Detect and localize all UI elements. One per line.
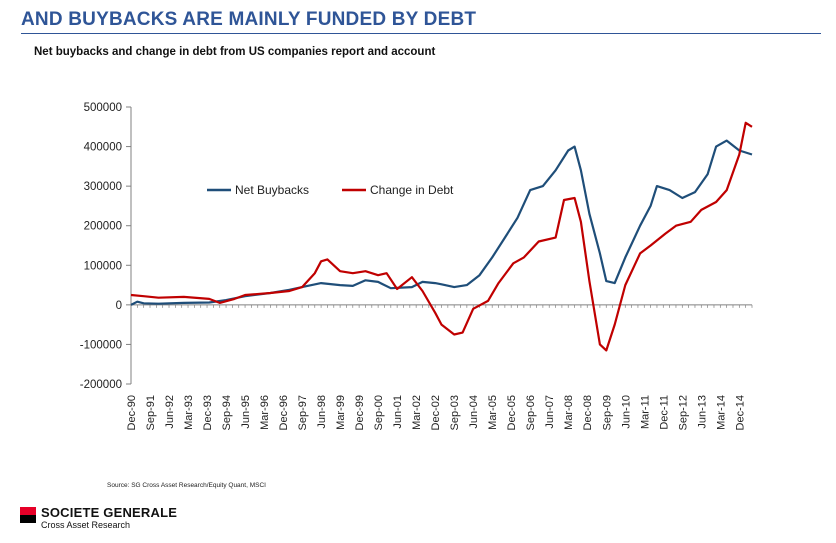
x-tick-label: Mar-14 — [715, 395, 727, 430]
y-tick-label: -100000 — [80, 339, 122, 351]
logo-mark-red — [20, 507, 36, 515]
title-divider — [21, 33, 821, 34]
brand-name: SOCIETE GENERALE — [41, 505, 178, 520]
x-tick-label: Mar-96 — [259, 395, 271, 430]
y-tick-label: -200000 — [80, 379, 122, 391]
y-tick-label: 500000 — [84, 102, 122, 114]
legend-label: Change in Debt — [370, 183, 454, 197]
y-tick-label: 200000 — [84, 221, 122, 233]
logo-mark-icon — [20, 507, 36, 523]
x-tick-label: Dec-96 — [278, 395, 290, 430]
x-tick-label: Dec-02 — [430, 395, 442, 430]
x-tick-label: Dec-08 — [582, 395, 594, 430]
chart-subtitle: Net buybacks and change in debt from US … — [34, 46, 436, 58]
x-tick-label: Mar-05 — [487, 395, 499, 430]
x-tick-label: Dec-93 — [202, 395, 214, 430]
logo-mark-black — [20, 515, 36, 523]
y-tick-label: 0 — [116, 300, 122, 312]
x-tick-label: Dec-11 — [658, 395, 670, 430]
line-chart: 500000 400000 300000 200000 100000 0 -100000 -2… — [80, 102, 753, 430]
y-tick-label: 300000 — [84, 181, 122, 193]
brand-subtitle: Cross Asset Research — [41, 520, 131, 530]
x-tick-label: Sep-91 — [145, 395, 157, 430]
x-tick-label: Jun-01 — [392, 395, 404, 429]
x-tick-label: Sep-94 — [221, 395, 233, 430]
page-title: AND BUYBACKS ARE MAINLY FUNDED BY DEBT — [21, 9, 477, 30]
x-tick-label: Sep-09 — [601, 395, 613, 430]
x-tick-label: Jun-92 — [164, 395, 176, 429]
x-tick-label: Mar-99 — [335, 395, 347, 430]
series-net-buybacks-line — [130, 139, 753, 306]
x-tick-label: Sep-97 — [297, 395, 309, 430]
x-tick-label: Mar-11 — [639, 395, 651, 429]
x-tick-label: Mar-02 — [411, 395, 423, 430]
x-tick-label: Jun-13 — [696, 395, 708, 429]
x-tick-label: Jun-07 — [544, 395, 556, 429]
x-tick-label: Sep-06 — [525, 395, 537, 430]
x-tick-label: Dec-05 — [506, 395, 518, 430]
x-tick-label: Dec-14 — [734, 395, 746, 430]
x-tick-label: Mar-08 — [563, 395, 575, 430]
x-tick-label: Sep-03 — [449, 395, 461, 430]
x-tick-label: Jun-10 — [620, 395, 632, 429]
x-tick-label: Jun-95 — [240, 395, 252, 429]
y-tick-label: 400000 — [84, 142, 122, 154]
legend-label: Net Buybacks — [235, 183, 309, 197]
x-tick-label: Dec-99 — [354, 395, 366, 430]
x-tick-label: Sep-12 — [677, 395, 689, 430]
x-tick-label: Dec-90 — [126, 395, 138, 430]
x-tick-label: Sep-00 — [373, 395, 385, 430]
x-tick-label: Mar-93 — [183, 395, 195, 430]
y-tick-label: 100000 — [84, 260, 122, 272]
series-change-in-debt-line — [130, 121, 753, 352]
x-tick-label: Jun-04 — [468, 395, 480, 429]
x-tick-label: Jun-98 — [316, 395, 328, 429]
source-note: Source: SG Cross Asset Research/Equity Q… — [107, 482, 266, 489]
